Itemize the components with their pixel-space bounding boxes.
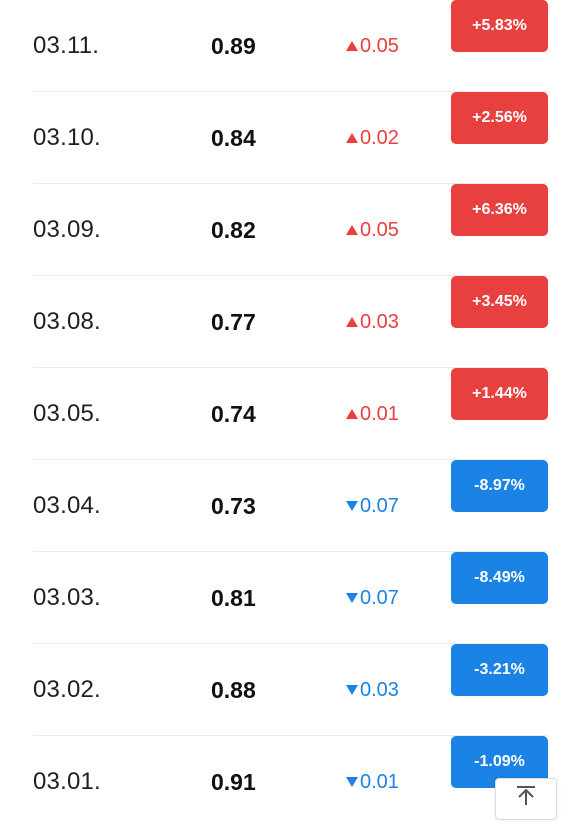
row-change: 0.05 (346, 0, 399, 92)
row-percent-badge: +6.36% (451, 184, 548, 236)
price-row[interactable]: 03.03. 0.81 0.07 -8.49% (0, 552, 580, 644)
row-date: 03.05. (33, 400, 101, 427)
row-price: 0.73 (211, 492, 256, 519)
row-divider (33, 735, 549, 736)
row-date: 03.02. (33, 676, 101, 703)
row-divider (33, 367, 549, 368)
row-percent-badge: -3.21% (451, 644, 548, 696)
row-change: 0.05 (346, 184, 399, 276)
row-change: 0.03 (346, 644, 399, 736)
price-row[interactable]: 03.05. 0.74 0.01 +1.44% (0, 368, 580, 460)
row-change-value: 0.01 (360, 402, 399, 425)
price-row[interactable]: 03.10. 0.84 0.02 +2.56% (0, 92, 580, 184)
row-price: 0.84 (211, 124, 256, 151)
row-divider (33, 551, 549, 552)
row-price: 0.77 (211, 308, 256, 335)
triangle-down-icon (346, 777, 358, 787)
row-percent-badge: +3.45% (451, 276, 548, 328)
row-percent-badge: +5.83% (451, 0, 548, 52)
row-change: 0.07 (346, 552, 399, 644)
row-price: 0.81 (211, 584, 256, 611)
price-row[interactable]: 03.09. 0.82 0.05 +6.36% (0, 184, 580, 276)
row-divider (33, 91, 549, 92)
row-change: 0.01 (346, 368, 399, 460)
row-date: 03.10. (33, 124, 101, 151)
row-change: 0.02 (346, 92, 399, 184)
triangle-up-icon (346, 225, 358, 235)
row-divider (33, 459, 549, 460)
row-divider (33, 183, 549, 184)
row-percent-badge: +1.44% (451, 368, 548, 420)
row-change-value: 0.03 (360, 678, 399, 701)
row-date: 03.11. (33, 32, 100, 59)
row-change-value: 0.07 (360, 586, 399, 609)
row-change-value: 0.03 (360, 310, 399, 333)
row-percent-badge: -8.97% (451, 460, 548, 512)
row-price: 0.89 (211, 32, 256, 59)
row-divider (33, 643, 549, 644)
arrow-up-to-line-icon (517, 786, 535, 805)
triangle-down-icon (346, 593, 358, 603)
row-price: 0.88 (211, 676, 256, 703)
row-date: 03.09. (33, 216, 101, 243)
row-price: 0.74 (211, 400, 256, 427)
back-to-top-button[interactable] (495, 778, 557, 820)
triangle-up-icon (346, 409, 358, 419)
row-date: 03.03. (33, 584, 101, 611)
triangle-down-icon (346, 685, 358, 695)
triangle-up-icon (346, 41, 358, 51)
row-percent-badge: +2.56% (451, 92, 548, 144)
triangle-up-icon (346, 317, 358, 327)
price-row[interactable]: 03.11. 0.89 0.05 +5.83% (0, 0, 580, 92)
row-change: 0.07 (346, 460, 399, 552)
row-date: 03.04. (33, 492, 101, 519)
row-price: 0.82 (211, 216, 256, 243)
row-change-value: 0.07 (360, 494, 399, 517)
price-row[interactable]: 03.08. 0.77 0.03 +3.45% (0, 276, 580, 368)
triangle-up-icon (346, 133, 358, 143)
row-change: 0.01 (346, 736, 399, 828)
row-date: 03.08. (33, 308, 101, 335)
row-change-value: 0.05 (360, 34, 399, 57)
price-row[interactable]: 03.04. 0.73 0.07 -8.97% (0, 460, 580, 552)
row-change-value: 0.05 (360, 218, 399, 241)
row-divider (33, 275, 549, 276)
row-percent-badge: -8.49% (451, 552, 548, 604)
row-price: 0.91 (211, 768, 256, 795)
price-row[interactable]: 03.01. 0.91 0.01 -1.09% (0, 736, 580, 828)
price-row[interactable]: 03.02. 0.88 0.03 -3.21% (0, 644, 580, 736)
row-change: 0.03 (346, 276, 399, 368)
triangle-down-icon (346, 501, 358, 511)
row-change-value: 0.01 (360, 770, 399, 793)
row-date: 03.01. (33, 768, 101, 795)
row-change-value: 0.02 (360, 126, 399, 149)
